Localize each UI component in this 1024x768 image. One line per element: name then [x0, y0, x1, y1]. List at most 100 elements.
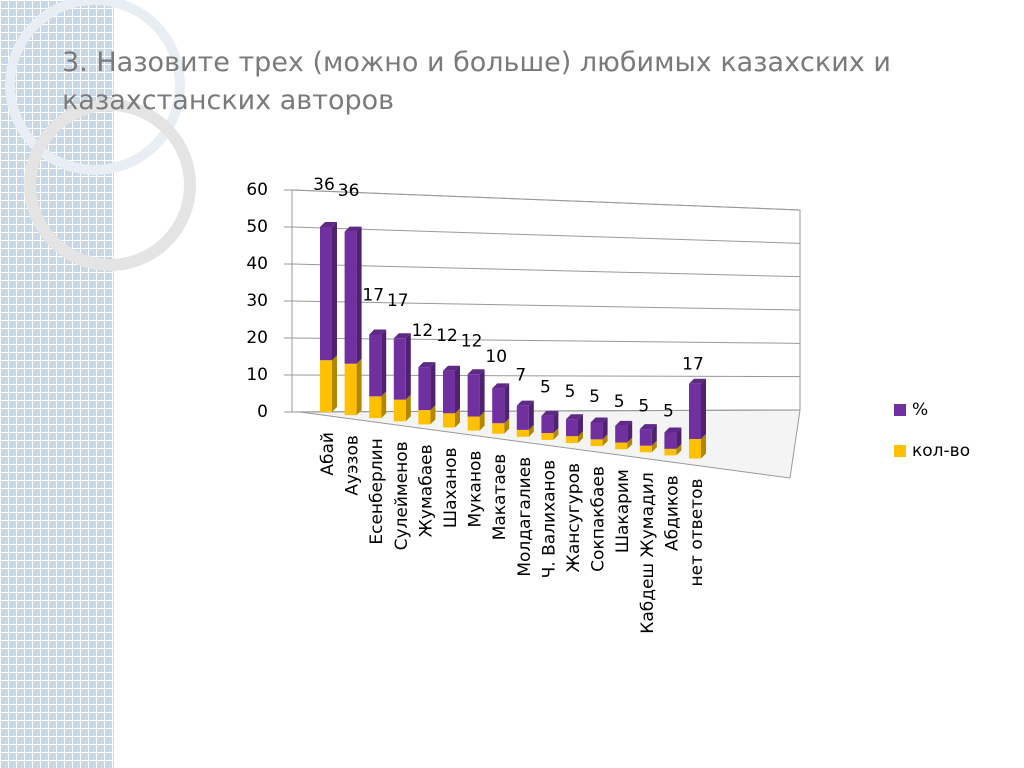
- bar: [689, 383, 701, 439]
- x-tick-label: Молдагалиев: [515, 457, 535, 577]
- y-tick-label: 40: [246, 254, 268, 274]
- bar: [541, 433, 554, 440]
- grid-line: [291, 226, 801, 244]
- bar: [541, 415, 554, 434]
- bar: [418, 410, 431, 425]
- bar: [664, 448, 677, 456]
- data-label: 12: [461, 331, 483, 351]
- bar: [467, 374, 480, 417]
- data-label: 7: [515, 366, 526, 386]
- bar-side: [651, 440, 657, 453]
- bar-top: [369, 329, 387, 335]
- bar-side: [356, 226, 362, 364]
- bar-top: [344, 226, 362, 232]
- bar: [443, 370, 455, 414]
- data-label: 5: [614, 392, 625, 412]
- bar-side: [430, 362, 436, 411]
- bar: [369, 334, 382, 397]
- x-tick-label: Есенберлин: [367, 438, 387, 544]
- decor-circle: [5, 0, 185, 175]
- x-tick-label: Абай: [318, 432, 338, 476]
- bar: [590, 439, 603, 447]
- bar-side: [430, 405, 436, 425]
- decor-circle: [24, 99, 196, 271]
- y-tick-label: 0: [257, 402, 268, 422]
- data-label: 12: [436, 326, 458, 346]
- y-tick-label: 60: [246, 180, 268, 200]
- legend-label: кол-во: [912, 441, 970, 461]
- bar-side: [504, 418, 510, 434]
- bar-side: [455, 365, 460, 414]
- x-tick-label: Абдиков: [662, 475, 682, 551]
- bar-side: [651, 424, 657, 446]
- data-label: 17: [682, 354, 704, 374]
- bar-side: [405, 394, 411, 422]
- title: 3. Назовите трех (можно и больше) любимы…: [62, 47, 891, 116]
- grid-line: [291, 189, 801, 211]
- bar-side: [676, 427, 682, 449]
- bar-top: [467, 369, 485, 375]
- x-tick-label: Сокпакбаев: [589, 466, 609, 572]
- bar-top: [689, 378, 706, 384]
- x-tick-label: Жумабаев: [416, 444, 436, 537]
- bar-top: [541, 410, 559, 416]
- data-label: 36: [338, 181, 360, 201]
- bar-side: [528, 424, 534, 437]
- data-label: 10: [485, 347, 507, 367]
- bar: [639, 445, 652, 453]
- x-tick-label: Шакарим: [613, 469, 633, 553]
- bar: [344, 231, 357, 364]
- bar: [516, 429, 529, 437]
- bar: [590, 422, 603, 440]
- x-tick-label: Макатаев: [490, 454, 510, 541]
- bar: [393, 338, 406, 400]
- x-tick-label: Сулейменов: [392, 441, 412, 550]
- data-label: 5: [540, 377, 551, 397]
- bar-side: [528, 400, 534, 430]
- data-label: 5: [663, 401, 674, 421]
- bar-top: [320, 222, 337, 227]
- grid-line: [291, 300, 801, 311]
- bar-side: [332, 222, 337, 361]
- grid-line: [291, 263, 801, 278]
- y-tick-label: 50: [246, 217, 268, 237]
- data-label: 17: [362, 285, 384, 305]
- data-label: 12: [412, 321, 434, 341]
- bar-side: [578, 431, 583, 443]
- bar-side: [455, 408, 460, 428]
- x-tick-label: нет ответов: [687, 479, 707, 587]
- x-tick-label: Кабдеш Жумадил: [638, 472, 658, 633]
- bar: [369, 396, 382, 419]
- bar-top: [443, 365, 460, 371]
- y-tick-label: 20: [246, 328, 268, 348]
- bar-top: [492, 383, 510, 389]
- x-tick-label: Муканов: [466, 451, 486, 528]
- bar-top: [615, 420, 633, 426]
- legend-swatch: [894, 404, 906, 416]
- bar-side: [381, 391, 387, 419]
- bar: [689, 439, 701, 459]
- data-label: 17: [387, 291, 409, 311]
- bar-side: [332, 355, 337, 412]
- x-tick-label: Жансугуров: [564, 463, 584, 572]
- x-tick-label: Ауэзов: [343, 435, 363, 495]
- data-label: 5: [565, 382, 576, 402]
- data-label: 36: [313, 175, 335, 195]
- bar-top: [393, 333, 411, 339]
- bar-side: [602, 434, 608, 447]
- bar: [467, 416, 480, 431]
- bar: [664, 432, 677, 449]
- bar-side: [578, 414, 583, 437]
- bar-top: [516, 400, 534, 406]
- bar: [443, 413, 455, 428]
- bar-side: [553, 428, 559, 440]
- bar-top: [590, 417, 608, 423]
- bar-side: [627, 437, 633, 450]
- bar: [320, 227, 332, 361]
- bar: [615, 425, 628, 443]
- bar-top: [418, 362, 436, 368]
- bar: [320, 360, 332, 412]
- bar-top: [664, 427, 682, 433]
